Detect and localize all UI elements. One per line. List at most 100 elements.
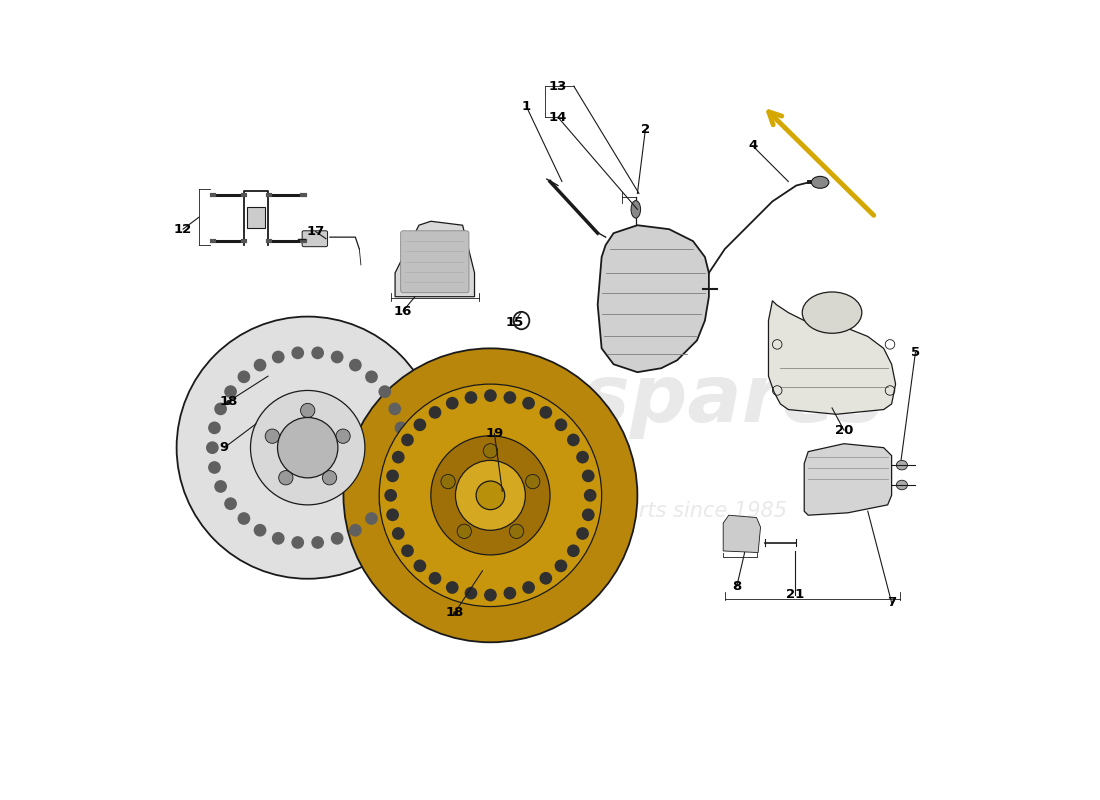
Ellipse shape — [455, 460, 526, 530]
Ellipse shape — [484, 390, 497, 402]
Ellipse shape — [365, 512, 377, 525]
Ellipse shape — [429, 572, 441, 585]
Ellipse shape — [566, 544, 580, 557]
Ellipse shape — [576, 527, 588, 540]
Polygon shape — [723, 515, 760, 553]
Ellipse shape — [214, 402, 227, 415]
Ellipse shape — [554, 559, 568, 572]
Ellipse shape — [812, 176, 829, 188]
Ellipse shape — [224, 386, 236, 398]
Ellipse shape — [392, 527, 405, 540]
Ellipse shape — [265, 429, 279, 443]
Ellipse shape — [388, 480, 401, 493]
Ellipse shape — [365, 370, 377, 383]
Ellipse shape — [322, 470, 337, 485]
Polygon shape — [804, 444, 892, 515]
Ellipse shape — [402, 434, 414, 446]
Ellipse shape — [343, 348, 637, 642]
Ellipse shape — [277, 418, 338, 478]
Text: 19: 19 — [485, 427, 504, 440]
Text: 20: 20 — [835, 424, 854, 437]
Ellipse shape — [509, 524, 524, 538]
Ellipse shape — [206, 442, 219, 454]
Ellipse shape — [896, 460, 907, 470]
Ellipse shape — [331, 532, 343, 545]
Ellipse shape — [378, 386, 392, 398]
Ellipse shape — [254, 524, 266, 537]
Ellipse shape — [311, 536, 324, 549]
Ellipse shape — [272, 350, 285, 363]
Ellipse shape — [311, 346, 324, 359]
Text: 5: 5 — [911, 346, 920, 359]
Ellipse shape — [384, 489, 397, 502]
Ellipse shape — [386, 470, 399, 482]
Text: 13: 13 — [549, 80, 568, 93]
Ellipse shape — [349, 358, 362, 371]
Polygon shape — [395, 222, 474, 297]
Ellipse shape — [379, 384, 602, 606]
Text: a passion for parts since 1985: a passion for parts since 1985 — [472, 502, 786, 522]
Ellipse shape — [584, 489, 596, 502]
Ellipse shape — [504, 587, 516, 599]
Ellipse shape — [631, 201, 640, 218]
Ellipse shape — [429, 406, 441, 418]
Ellipse shape — [582, 470, 595, 482]
Ellipse shape — [278, 470, 293, 485]
Ellipse shape — [504, 391, 516, 404]
Ellipse shape — [441, 474, 455, 489]
Text: 16: 16 — [394, 305, 412, 318]
Ellipse shape — [292, 536, 304, 549]
Text: 2: 2 — [641, 123, 650, 136]
Text: 4: 4 — [748, 139, 757, 152]
Ellipse shape — [446, 397, 459, 410]
Ellipse shape — [397, 442, 409, 454]
Ellipse shape — [336, 429, 350, 443]
Ellipse shape — [539, 406, 552, 418]
Ellipse shape — [414, 418, 426, 431]
Ellipse shape — [349, 524, 362, 537]
FancyBboxPatch shape — [248, 207, 265, 229]
Text: 9: 9 — [220, 441, 229, 454]
Ellipse shape — [526, 474, 540, 489]
Ellipse shape — [214, 480, 227, 493]
Ellipse shape — [896, 480, 907, 490]
Ellipse shape — [300, 403, 315, 418]
FancyBboxPatch shape — [400, 230, 469, 293]
Ellipse shape — [476, 481, 505, 510]
Ellipse shape — [208, 422, 221, 434]
Ellipse shape — [464, 587, 477, 599]
Ellipse shape — [446, 581, 459, 594]
Text: 14: 14 — [549, 110, 568, 124]
Ellipse shape — [484, 589, 497, 602]
Ellipse shape — [802, 292, 861, 334]
Ellipse shape — [331, 350, 343, 363]
Ellipse shape — [251, 390, 365, 505]
Ellipse shape — [582, 509, 595, 521]
Ellipse shape — [392, 451, 405, 463]
Ellipse shape — [395, 422, 407, 434]
Ellipse shape — [464, 391, 477, 404]
Ellipse shape — [539, 572, 552, 585]
Text: 17: 17 — [307, 225, 324, 238]
Ellipse shape — [254, 358, 266, 371]
Ellipse shape — [177, 317, 439, 578]
Ellipse shape — [458, 524, 472, 538]
Ellipse shape — [576, 451, 588, 463]
Ellipse shape — [554, 418, 568, 431]
Ellipse shape — [386, 509, 399, 521]
Ellipse shape — [238, 512, 251, 525]
Ellipse shape — [395, 461, 407, 474]
FancyBboxPatch shape — [302, 230, 328, 246]
Polygon shape — [597, 226, 708, 372]
Polygon shape — [769, 301, 895, 414]
Ellipse shape — [272, 532, 285, 545]
Ellipse shape — [402, 544, 414, 557]
Ellipse shape — [566, 434, 580, 446]
Ellipse shape — [431, 436, 550, 555]
Text: 21: 21 — [785, 588, 804, 601]
Text: 8: 8 — [733, 580, 741, 593]
Text: 7: 7 — [887, 596, 896, 609]
Text: 18: 18 — [219, 395, 238, 408]
Ellipse shape — [388, 402, 401, 415]
Text: 1: 1 — [521, 99, 530, 113]
